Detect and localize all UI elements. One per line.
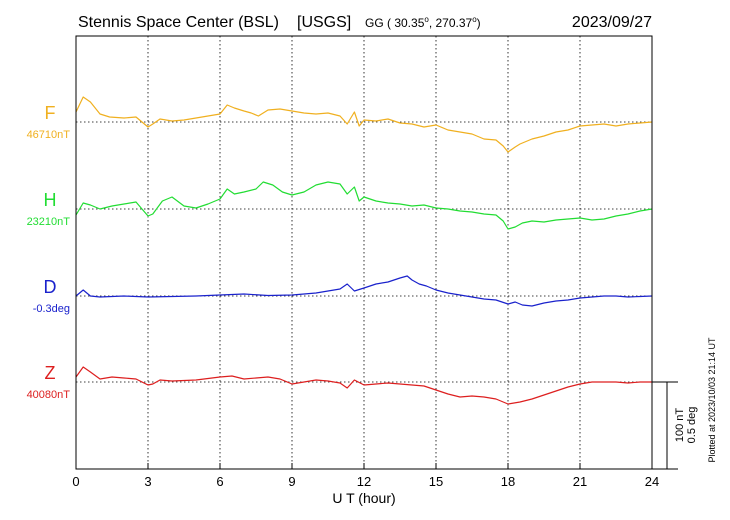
series-baseline-z: 40080nT bbox=[27, 389, 71, 401]
coordinates-suffix: ) bbox=[477, 16, 481, 30]
x-tick-label: 24 bbox=[645, 474, 659, 489]
coordinates-prefix: GG ( 30.35 bbox=[365, 16, 425, 30]
degree-mark-1: o bbox=[424, 15, 429, 24]
x-axis-ticks: 0 3 6 9 12 15 18 21 24 bbox=[72, 463, 659, 489]
series-line-d bbox=[75, 275, 653, 307]
date-label: 2023/09/27 bbox=[572, 14, 652, 31]
network-label: [USGS] bbox=[297, 14, 351, 31]
series-name-h: H bbox=[44, 190, 57, 210]
series-baseline-h: 23210nT bbox=[27, 216, 71, 228]
x-tick-label: 18 bbox=[501, 474, 515, 489]
coordinates-mid: , 270.37 bbox=[429, 16, 473, 30]
x-tick-label: 3 bbox=[144, 474, 151, 489]
grid-lines bbox=[76, 36, 652, 469]
chart-title: Stennis Space Center (BSL) bbox=[78, 14, 279, 31]
series-line-f bbox=[75, 96, 653, 153]
scale-label-deg: 0.5 deg bbox=[686, 407, 698, 444]
x-tick-label: 12 bbox=[357, 474, 371, 489]
series-baseline-f: 46710nT bbox=[27, 129, 71, 141]
scale-bar: 100 nT 0.5 deg bbox=[652, 381, 698, 470]
series-line-h bbox=[75, 181, 653, 230]
x-axis-label: U T (hour) bbox=[332, 490, 395, 506]
series-layer: F 46710nT H 23210nT D -0.3deg Z 40080nT bbox=[27, 96, 653, 405]
x-tick-label: 21 bbox=[573, 474, 587, 489]
series-name-d: D bbox=[44, 277, 57, 297]
series-baseline-d: -0.3deg bbox=[33, 303, 70, 315]
series-name-z: Z bbox=[45, 363, 56, 383]
x-tick-label: 0 bbox=[72, 474, 79, 489]
series-name-f: F bbox=[45, 103, 56, 123]
x-tick-label: 6 bbox=[216, 474, 223, 489]
plotted-at-footer: Plotted at 2023/10/03 21:14 UT bbox=[707, 337, 717, 463]
degree-mark-2: o bbox=[472, 15, 477, 24]
x-tick-label: 15 bbox=[429, 474, 443, 489]
scale-label-nt: 100 nT bbox=[674, 408, 686, 443]
x-tick-label: 9 bbox=[288, 474, 295, 489]
series-line-z bbox=[75, 366, 652, 405]
coordinates-label: GG ( 30.35o, 270.37o) bbox=[365, 15, 481, 30]
